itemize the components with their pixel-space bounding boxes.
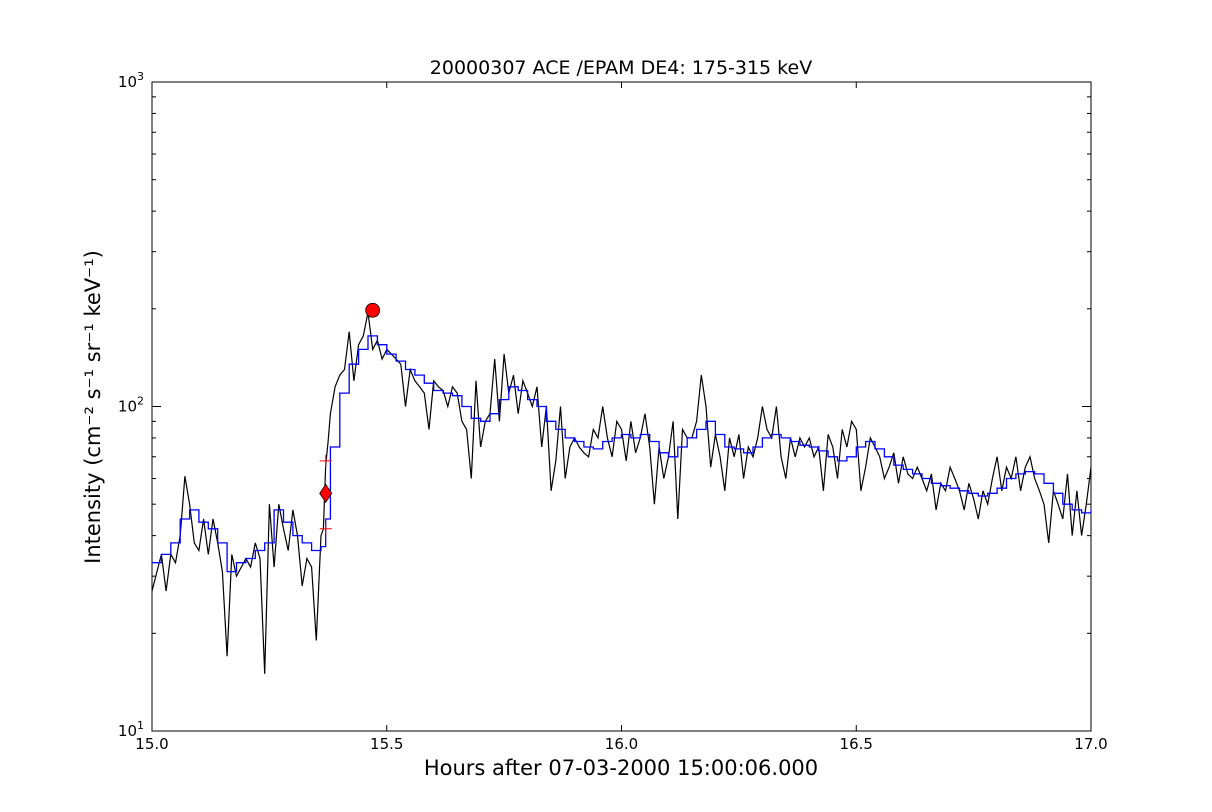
x-tick-label: 17.0 <box>1074 735 1107 753</box>
onset-marker <box>319 483 333 504</box>
data-layer <box>152 312 1091 674</box>
y-tick-label: 103 <box>118 70 144 91</box>
y-tick-exponent: 1 <box>137 719 144 732</box>
x-tick-label: 16.5 <box>840 735 873 753</box>
y-tick-base: 10 <box>118 73 137 91</box>
x-tick-label: 15.0 <box>135 735 168 753</box>
x-tick-label: 15.5 <box>370 735 403 753</box>
peak-marker <box>365 302 381 318</box>
series-smoothed-line <box>152 335 1091 573</box>
y-tick-label: 101 <box>118 719 144 740</box>
chart-title: 20000307 ACE /EPAM DE4: 175-315 keV <box>430 57 812 79</box>
x-axis-label: Hours after 07-03-2000 15:00:06.000 <box>424 756 818 780</box>
y-tick-label: 102 <box>118 395 144 416</box>
y-tick-base: 10 <box>118 722 137 740</box>
y-tick-exponent: 3 <box>137 70 144 83</box>
y-tick-base: 10 <box>118 398 137 416</box>
x-tick-label: 16.0 <box>605 735 638 753</box>
y-axis-label: Intensity (cm⁻² s⁻¹ sr⁻¹ keV⁻¹) <box>81 250 105 564</box>
axes-frame <box>151 81 1092 732</box>
series-raw-line <box>152 312 1091 674</box>
y-tick-exponent: 2 <box>137 395 144 408</box>
